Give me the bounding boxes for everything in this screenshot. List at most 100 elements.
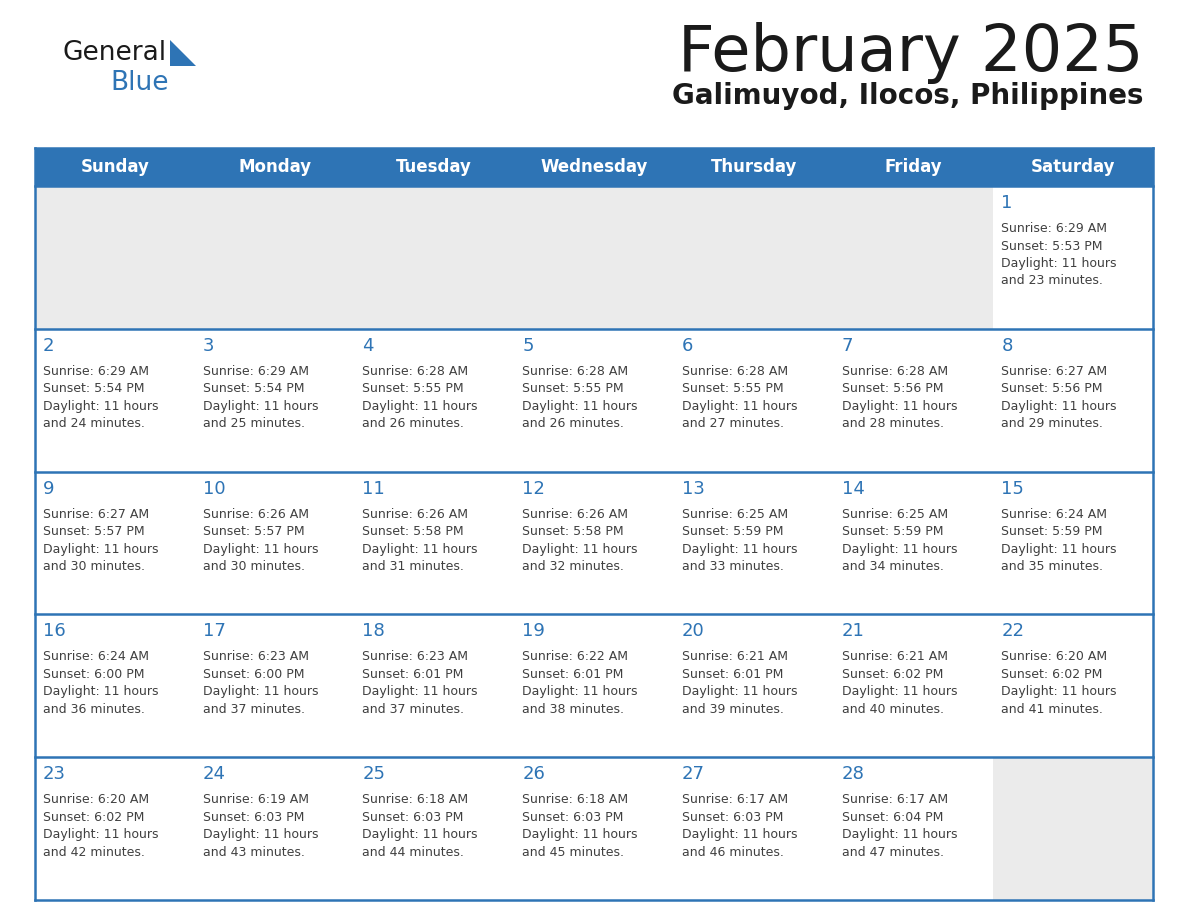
Text: 1: 1	[1001, 194, 1012, 212]
Text: Sunrise: 6:20 AM: Sunrise: 6:20 AM	[43, 793, 150, 806]
Text: and 38 minutes.: and 38 minutes.	[523, 703, 624, 716]
Text: 24: 24	[203, 766, 226, 783]
Bar	[34, 472, 195, 614]
Bar	[674, 757, 834, 900]
Bar	[195, 757, 354, 900]
Text: Sunrise: 6:28 AM: Sunrise: 6:28 AM	[362, 364, 468, 378]
Bar	[354, 329, 514, 472]
Text: Sunset: 5:56 PM: Sunset: 5:56 PM	[841, 382, 943, 396]
Text: Sunset: 5:59 PM: Sunset: 5:59 PM	[682, 525, 783, 538]
Text: 14: 14	[841, 479, 865, 498]
Text: Daylight: 11 hours: Daylight: 11 hours	[203, 543, 318, 555]
Bar	[834, 186, 993, 329]
Text: and 37 minutes.: and 37 minutes.	[203, 703, 304, 716]
Text: Daylight: 11 hours: Daylight: 11 hours	[841, 828, 958, 841]
Text: General: General	[62, 40, 166, 66]
Text: Daylight: 11 hours: Daylight: 11 hours	[362, 828, 478, 841]
Text: Sunset: 6:03 PM: Sunset: 6:03 PM	[362, 811, 463, 823]
Text: Sunrise: 6:26 AM: Sunrise: 6:26 AM	[362, 508, 468, 521]
Text: Sunset: 5:54 PM: Sunset: 5:54 PM	[43, 382, 145, 396]
Text: Sunset: 5:54 PM: Sunset: 5:54 PM	[203, 382, 304, 396]
Text: and 30 minutes.: and 30 minutes.	[203, 560, 304, 573]
Text: Sunrise: 6:21 AM: Sunrise: 6:21 AM	[841, 650, 948, 664]
Text: Sunrise: 6:27 AM: Sunrise: 6:27 AM	[1001, 364, 1107, 378]
Text: February 2025: February 2025	[677, 22, 1143, 84]
Text: and 46 minutes.: and 46 minutes.	[682, 845, 784, 858]
Text: Sunrise: 6:25 AM: Sunrise: 6:25 AM	[682, 508, 788, 521]
Text: and 25 minutes.: and 25 minutes.	[203, 418, 304, 431]
Text: Daylight: 11 hours: Daylight: 11 hours	[523, 686, 638, 699]
Bar	[514, 186, 674, 329]
Text: 6: 6	[682, 337, 694, 354]
Text: and 27 minutes.: and 27 minutes.	[682, 418, 784, 431]
Text: 3: 3	[203, 337, 214, 354]
Text: 15: 15	[1001, 479, 1024, 498]
Text: Sunrise: 6:27 AM: Sunrise: 6:27 AM	[43, 508, 150, 521]
Text: Sunset: 5:59 PM: Sunset: 5:59 PM	[841, 525, 943, 538]
Text: Sunset: 6:03 PM: Sunset: 6:03 PM	[203, 811, 304, 823]
Text: Daylight: 11 hours: Daylight: 11 hours	[1001, 400, 1117, 413]
Text: and 24 minutes.: and 24 minutes.	[43, 418, 145, 431]
Text: Blue: Blue	[110, 70, 169, 96]
Text: and 37 minutes.: and 37 minutes.	[362, 703, 465, 716]
Text: 26: 26	[523, 766, 545, 783]
Text: 28: 28	[841, 766, 865, 783]
Text: Sunset: 5:55 PM: Sunset: 5:55 PM	[362, 382, 465, 396]
Text: Sunrise: 6:18 AM: Sunrise: 6:18 AM	[362, 793, 468, 806]
Text: Daylight: 11 hours: Daylight: 11 hours	[362, 400, 478, 413]
Polygon shape	[170, 40, 196, 66]
Bar	[514, 329, 674, 472]
Text: Sunset: 6:03 PM: Sunset: 6:03 PM	[523, 811, 624, 823]
Text: 19: 19	[523, 622, 545, 641]
Text: 5: 5	[523, 337, 533, 354]
Text: Sunset: 6:02 PM: Sunset: 6:02 PM	[43, 811, 145, 823]
Bar	[674, 472, 834, 614]
Text: Thursday: Thursday	[710, 158, 797, 176]
Bar	[34, 757, 195, 900]
Text: Galimuyod, Ilocos, Philippines: Galimuyod, Ilocos, Philippines	[671, 82, 1143, 110]
Text: Daylight: 11 hours: Daylight: 11 hours	[682, 543, 797, 555]
Text: Sunset: 5:58 PM: Sunset: 5:58 PM	[523, 525, 624, 538]
Text: Sunrise: 6:17 AM: Sunrise: 6:17 AM	[682, 793, 788, 806]
Text: and 42 minutes.: and 42 minutes.	[43, 845, 145, 858]
Text: Sunset: 5:58 PM: Sunset: 5:58 PM	[362, 525, 465, 538]
Bar	[993, 472, 1154, 614]
Text: Friday: Friday	[885, 158, 942, 176]
Text: Sunset: 6:02 PM: Sunset: 6:02 PM	[1001, 668, 1102, 681]
Bar	[195, 329, 354, 472]
Text: Sunrise: 6:29 AM: Sunrise: 6:29 AM	[1001, 222, 1107, 235]
Text: Sunrise: 6:26 AM: Sunrise: 6:26 AM	[523, 508, 628, 521]
Text: 7: 7	[841, 337, 853, 354]
Text: and 23 minutes.: and 23 minutes.	[1001, 274, 1104, 287]
Bar	[514, 472, 674, 614]
Text: Sunrise: 6:29 AM: Sunrise: 6:29 AM	[203, 364, 309, 378]
Bar	[195, 186, 354, 329]
Text: 20: 20	[682, 622, 704, 641]
Bar	[354, 186, 514, 329]
Text: 21: 21	[841, 622, 865, 641]
Bar	[993, 614, 1154, 757]
Bar	[354, 614, 514, 757]
Text: Sunrise: 6:20 AM: Sunrise: 6:20 AM	[1001, 650, 1107, 664]
Text: and 29 minutes.: and 29 minutes.	[1001, 418, 1104, 431]
Text: and 33 minutes.: and 33 minutes.	[682, 560, 784, 573]
Text: and 35 minutes.: and 35 minutes.	[1001, 560, 1104, 573]
Text: Sunrise: 6:18 AM: Sunrise: 6:18 AM	[523, 793, 628, 806]
Text: and 43 minutes.: and 43 minutes.	[203, 845, 304, 858]
Text: Sunrise: 6:28 AM: Sunrise: 6:28 AM	[682, 364, 788, 378]
Text: 16: 16	[43, 622, 65, 641]
Text: and 44 minutes.: and 44 minutes.	[362, 845, 465, 858]
Text: Sunrise: 6:21 AM: Sunrise: 6:21 AM	[682, 650, 788, 664]
Text: Sunset: 5:56 PM: Sunset: 5:56 PM	[1001, 382, 1102, 396]
Text: Sunset: 6:00 PM: Sunset: 6:00 PM	[203, 668, 304, 681]
Text: Sunrise: 6:23 AM: Sunrise: 6:23 AM	[362, 650, 468, 664]
Text: Saturday: Saturday	[1031, 158, 1116, 176]
Bar	[834, 472, 993, 614]
Text: Sunrise: 6:25 AM: Sunrise: 6:25 AM	[841, 508, 948, 521]
Text: Sunrise: 6:28 AM: Sunrise: 6:28 AM	[523, 364, 628, 378]
Text: Daylight: 11 hours: Daylight: 11 hours	[43, 828, 158, 841]
Text: Daylight: 11 hours: Daylight: 11 hours	[682, 400, 797, 413]
Text: 23: 23	[43, 766, 67, 783]
Text: 9: 9	[43, 479, 55, 498]
Bar	[674, 614, 834, 757]
